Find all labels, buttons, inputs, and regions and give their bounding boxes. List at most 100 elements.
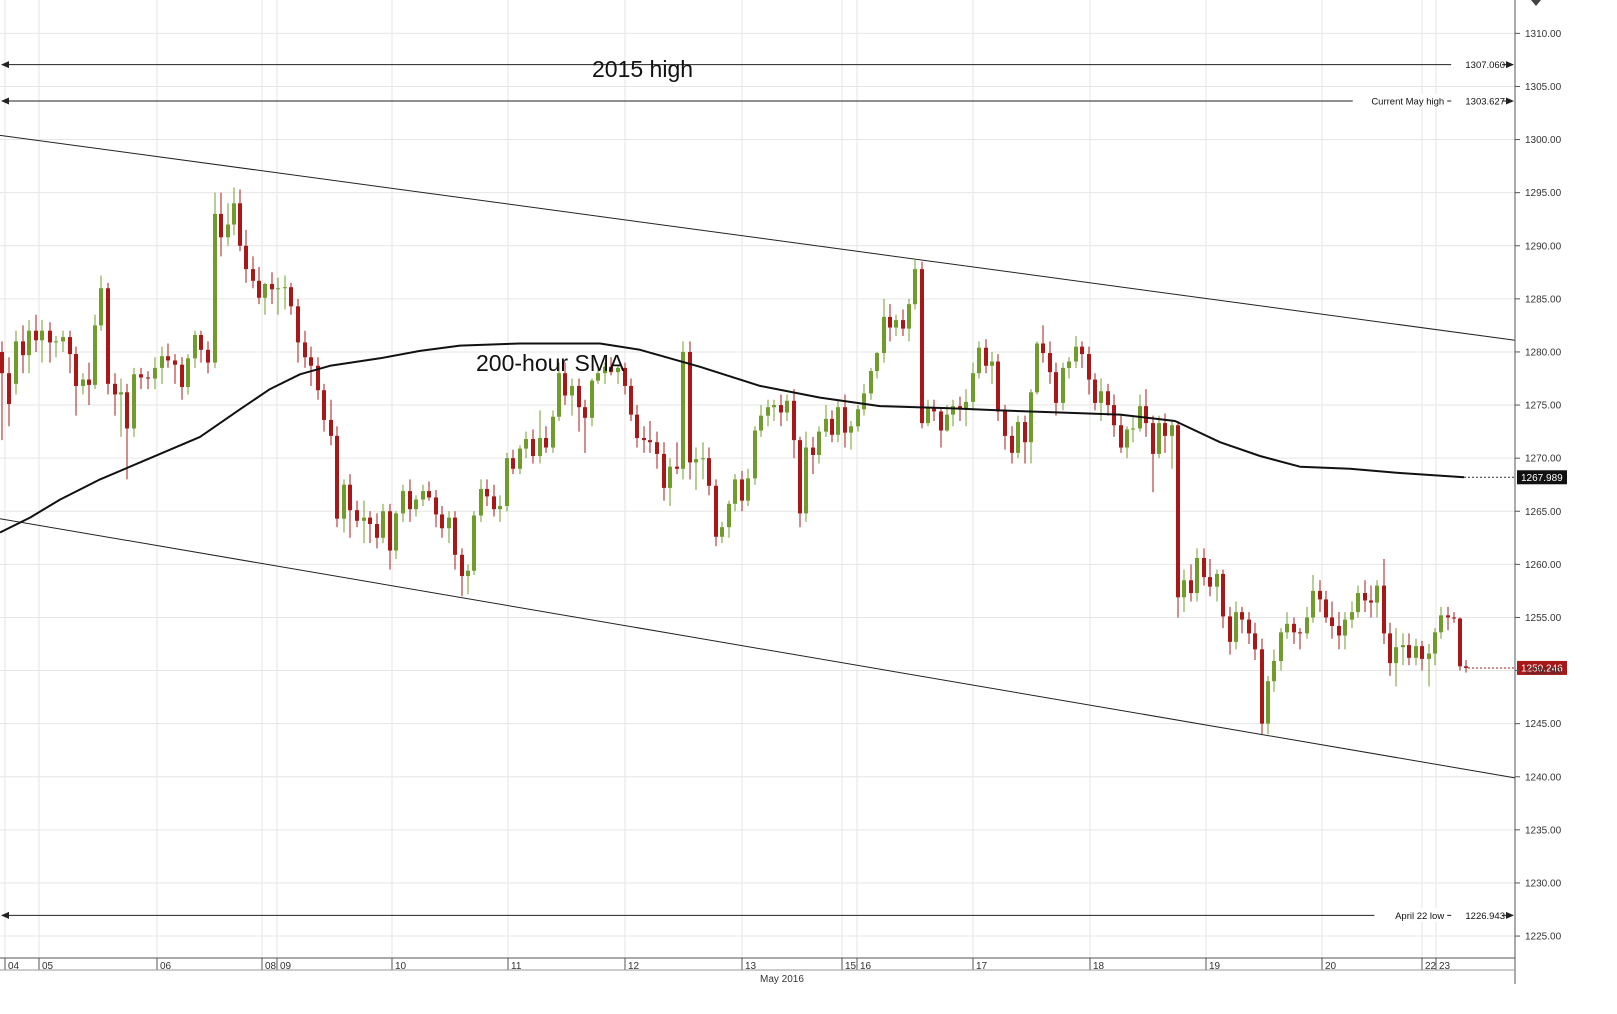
candle <box>932 399 936 421</box>
candle-body <box>1061 367 1065 403</box>
candle <box>1401 633 1405 666</box>
candle <box>779 394 783 427</box>
candle <box>505 452 509 512</box>
candle <box>232 187 236 236</box>
candle <box>609 357 613 376</box>
candle <box>1074 336 1078 368</box>
candle <box>694 447 698 491</box>
candle-body <box>733 479 737 504</box>
candle <box>603 362 607 384</box>
candle <box>219 192 223 257</box>
candle-body <box>932 407 936 412</box>
annotation-200-hour-sma: 200-hour SMA <box>476 350 625 376</box>
candle-body <box>694 459 698 463</box>
y-tick-label: 1310.00 <box>1525 29 1562 40</box>
candle-body <box>460 554 464 577</box>
candle-body <box>544 437 548 448</box>
channel-line-lower <box>0 518 1516 779</box>
candle <box>583 399 587 453</box>
candle-body <box>1106 391 1110 406</box>
candle <box>1234 601 1238 650</box>
candle-body <box>785 400 789 413</box>
candle-body <box>296 306 300 343</box>
candle <box>226 203 230 246</box>
candle-body <box>1202 557 1206 578</box>
candle <box>1305 606 1309 639</box>
y-tick-label: 1290.00 <box>1525 241 1562 252</box>
candle-body <box>623 367 627 386</box>
candle <box>206 341 210 374</box>
candle <box>544 426 548 453</box>
candle-body <box>1170 425 1174 436</box>
candle <box>798 436 802 528</box>
candle-body <box>1157 423 1161 454</box>
candle <box>348 474 352 538</box>
candle <box>1260 638 1264 735</box>
candle-body <box>1330 617 1334 626</box>
arrow-right-icon <box>1506 911 1514 919</box>
candle-body <box>186 358 190 388</box>
candle <box>939 407 943 448</box>
candle-body <box>1087 354 1091 380</box>
candle <box>714 479 718 547</box>
candle <box>1087 346 1091 395</box>
candle-body <box>603 366 607 374</box>
candle <box>453 511 457 570</box>
candle <box>616 364 620 384</box>
candle-body <box>727 503 731 528</box>
candle <box>1382 559 1386 645</box>
candle-body <box>113 383 117 395</box>
candle <box>1318 580 1322 613</box>
candle-body <box>720 527 724 537</box>
candle-body <box>557 373 561 417</box>
candle <box>707 447 711 496</box>
candle <box>1285 612 1289 639</box>
level-value-bg <box>1451 94 1502 108</box>
candle-body <box>61 337 65 342</box>
candle <box>920 261 924 429</box>
candle <box>362 500 366 544</box>
candle-body <box>232 203 236 225</box>
candle <box>296 298 300 363</box>
y-tick-label: 1260.00 <box>1525 560 1562 571</box>
candle <box>322 383 326 432</box>
candle-body <box>1363 593 1367 601</box>
candle-body <box>977 347 981 374</box>
candle-body <box>1054 372 1058 403</box>
y-tick-label: 1230.00 <box>1525 878 1562 889</box>
level-value-bg <box>1451 908 1502 922</box>
candle-body <box>1350 612 1354 620</box>
candle-body <box>408 491 412 510</box>
candle-body <box>434 497 438 515</box>
level-value-label: 1226.943 <box>1465 911 1505 922</box>
candle <box>945 405 949 432</box>
candle <box>590 378 594 427</box>
candle-body <box>440 514 444 529</box>
candle-body <box>1285 623 1289 633</box>
candle-body <box>830 418 834 435</box>
candle-body <box>1260 649 1264 724</box>
candle <box>681 341 685 480</box>
candle <box>466 564 470 595</box>
candle-body <box>106 288 110 384</box>
candle-body <box>99 288 103 326</box>
candle-body <box>869 371 873 394</box>
candle <box>907 298 911 342</box>
candle-body <box>213 213 217 363</box>
candle-body <box>21 341 25 356</box>
y-tick-label: 1270.00 <box>1525 454 1562 465</box>
candle-body <box>629 385 633 415</box>
candle-body <box>1099 391 1103 403</box>
candle <box>289 282 293 315</box>
x-tick-label: 17 <box>976 961 988 972</box>
candle <box>1420 640 1424 671</box>
x-tick-label: 19 <box>1209 961 1221 972</box>
candle <box>648 420 652 453</box>
candle <box>1363 580 1367 613</box>
last-price-tag <box>1517 660 1567 675</box>
candle <box>1093 373 1097 411</box>
candle <box>733 474 737 512</box>
candle-body <box>707 458 711 486</box>
candle-body <box>648 440 652 443</box>
